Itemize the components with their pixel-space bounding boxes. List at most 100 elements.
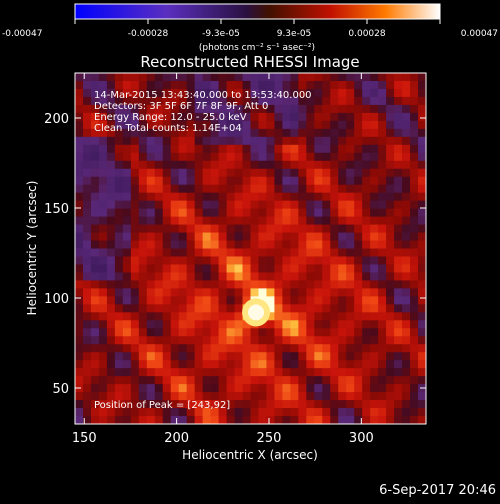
heatmap-cell bbox=[162, 344, 172, 353]
heatmap-cell bbox=[362, 352, 371, 361]
heatmap-cell bbox=[290, 288, 299, 297]
heatmap-cell bbox=[162, 240, 172, 249]
heatmap-cell bbox=[130, 73, 140, 82]
heatmap-cell bbox=[90, 224, 100, 234]
heatmap-cell bbox=[82, 408, 92, 417]
heatmap-cell bbox=[306, 216, 315, 226]
heatmap-cell bbox=[330, 376, 339, 385]
heatmap-cell bbox=[178, 408, 188, 417]
heatmap-cell bbox=[298, 200, 307, 210]
heatmap-cell bbox=[106, 264, 116, 273]
heatmap-cell bbox=[386, 376, 395, 385]
heatmap-cell bbox=[330, 192, 339, 202]
heatmap-cell bbox=[354, 216, 363, 226]
heatmap-cell bbox=[170, 73, 180, 82]
heatmap-cell bbox=[122, 128, 132, 138]
heatmap-cell bbox=[354, 136, 363, 146]
heatmap-cell bbox=[122, 176, 132, 186]
heatmap-cell bbox=[202, 376, 212, 385]
heatmap-cell bbox=[250, 376, 259, 385]
heatmap-cell bbox=[122, 272, 132, 281]
heatmap-cell bbox=[362, 80, 371, 90]
heatmap-cell bbox=[266, 272, 275, 281]
heatmap-cell bbox=[250, 96, 259, 106]
heatmap-cell bbox=[402, 88, 411, 98]
heatmap-cell bbox=[330, 368, 339, 377]
heatmap-cell bbox=[362, 280, 371, 289]
heatmap-cell bbox=[418, 88, 426, 98]
heatmap-cell bbox=[194, 392, 204, 401]
heatmap-cell bbox=[378, 80, 387, 90]
heatmap-cell bbox=[338, 256, 347, 265]
heatmap-cell bbox=[146, 400, 156, 409]
heatmap-cell bbox=[234, 168, 244, 178]
heatmap-cell bbox=[410, 192, 419, 202]
heatmap-cell bbox=[75, 216, 84, 226]
heatmap-cell bbox=[418, 368, 426, 377]
heatmap-cell bbox=[194, 328, 204, 337]
heatmap-cell bbox=[378, 256, 387, 265]
heatmap-cell bbox=[114, 392, 124, 401]
heatmap-cell bbox=[114, 168, 124, 178]
heatmap-cell bbox=[170, 184, 180, 194]
heatmap-cell bbox=[226, 304, 236, 313]
heatmap-cell bbox=[234, 144, 244, 154]
heatmap-cell bbox=[314, 320, 323, 329]
heatmap-cell bbox=[170, 416, 180, 424]
heatmap-cell bbox=[210, 336, 220, 345]
heatmap-cell bbox=[306, 184, 315, 194]
heatmap-cell bbox=[202, 184, 212, 194]
heatmap-cell bbox=[258, 360, 267, 369]
heatmap-cell bbox=[282, 136, 291, 146]
heatmap-cell bbox=[346, 88, 355, 98]
heatmap-cell bbox=[314, 136, 323, 146]
heatmap-cell bbox=[234, 192, 244, 202]
heatmap-cell bbox=[218, 192, 228, 202]
heatmap-cell bbox=[298, 184, 307, 194]
heatmap-cell bbox=[138, 168, 148, 178]
heatmap-cell bbox=[314, 336, 323, 345]
heatmap-cell bbox=[210, 240, 220, 249]
heatmap-cell bbox=[346, 73, 355, 82]
heatmap-cell bbox=[178, 192, 188, 202]
heatmap-cell bbox=[154, 168, 164, 178]
heatmap-cell bbox=[346, 248, 355, 257]
heatmap-cell bbox=[226, 288, 236, 297]
heatmap-cell bbox=[402, 312, 411, 321]
heatmap-cell bbox=[338, 288, 347, 297]
colorbar bbox=[74, 3, 441, 20]
heatmap-cell bbox=[98, 73, 108, 82]
heatmap-cell bbox=[194, 88, 204, 98]
heatmap-cell bbox=[226, 160, 236, 170]
heatmap-cell bbox=[114, 80, 124, 90]
heatmap-cell bbox=[394, 168, 403, 178]
heatmap-cell bbox=[386, 152, 395, 162]
heatmap-cell bbox=[106, 320, 116, 329]
heatmap-cell bbox=[314, 160, 323, 170]
heatmap-cell bbox=[386, 104, 395, 114]
heatmap-cell bbox=[266, 416, 275, 424]
heatmap-cell bbox=[154, 280, 164, 289]
heatmap-cell bbox=[82, 280, 92, 289]
heatmap-cell bbox=[90, 216, 100, 226]
colorbar-tick-label: -0.00047 bbox=[2, 29, 42, 39]
heatmap-cell bbox=[402, 400, 411, 409]
heatmap-cell bbox=[186, 320, 196, 329]
heatmap-cell bbox=[338, 104, 347, 114]
heatmap-cell bbox=[202, 112, 212, 122]
annotation-energy: Energy Range: 12.0 - 25.0 keV bbox=[94, 112, 247, 123]
heatmap-cell bbox=[178, 376, 188, 385]
heatmap-cell bbox=[274, 88, 283, 98]
heatmap-cell bbox=[186, 104, 196, 114]
heatmap-cell bbox=[322, 392, 331, 401]
heatmap-cell bbox=[386, 192, 395, 202]
heatmap-cell bbox=[274, 408, 283, 417]
heatmap-cell bbox=[210, 392, 220, 401]
heatmap-cell bbox=[354, 304, 363, 313]
heatmap-cell bbox=[354, 272, 363, 281]
heatmap-cell bbox=[194, 96, 204, 106]
heatmap-cell bbox=[202, 360, 212, 369]
heatmap-cell bbox=[210, 216, 220, 226]
heatmap-cell bbox=[90, 73, 100, 82]
heatmap-cell bbox=[122, 88, 132, 98]
